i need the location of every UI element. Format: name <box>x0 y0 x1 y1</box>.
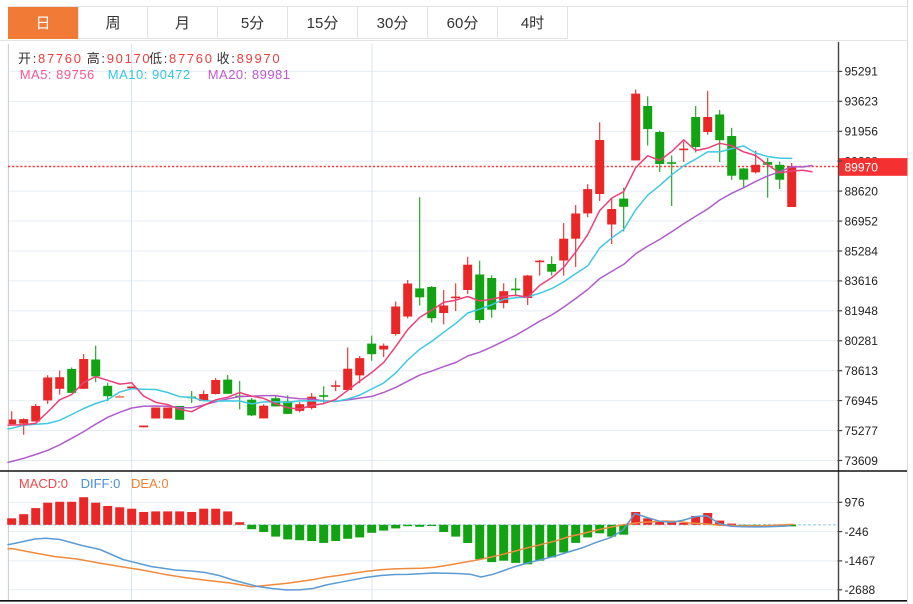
svg-text:76945: 76945 <box>845 394 879 408</box>
svg-text:976: 976 <box>845 496 865 510</box>
svg-text:93623: 93623 <box>845 95 879 109</box>
svg-text:95291: 95291 <box>845 65 879 79</box>
svg-text:85284: 85284 <box>845 244 879 258</box>
svg-text:81948: 81948 <box>845 304 879 318</box>
svg-text:89970: 89970 <box>845 161 879 175</box>
svg-text:88620: 88620 <box>845 184 879 198</box>
svg-text:-1467: -1467 <box>845 554 876 568</box>
svg-text:83616: 83616 <box>845 274 879 288</box>
svg-text:78613: 78613 <box>845 364 879 378</box>
svg-text:91956: 91956 <box>845 125 879 139</box>
svg-text:86952: 86952 <box>845 214 879 228</box>
svg-text:73609: 73609 <box>845 454 879 468</box>
svg-text:80281: 80281 <box>845 334 879 348</box>
svg-text:75277: 75277 <box>845 424 879 438</box>
svg-text:-246: -246 <box>845 525 869 539</box>
svg-text:-2688: -2688 <box>845 583 876 597</box>
